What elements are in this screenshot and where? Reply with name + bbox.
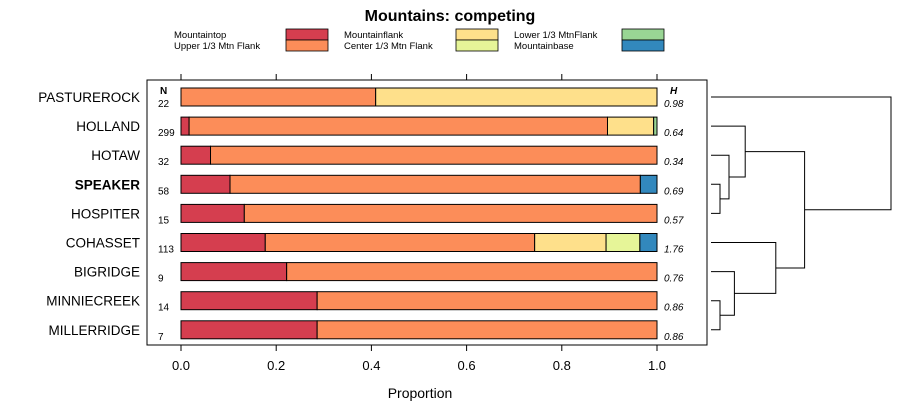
category-label: MINNIECREEK bbox=[46, 294, 140, 309]
n-value: 113 bbox=[158, 245, 174, 256]
dendrogram-link bbox=[711, 96, 892, 211]
dendrogram bbox=[711, 96, 892, 331]
bar-segment bbox=[243, 203, 658, 223]
bar-segment bbox=[180, 320, 318, 340]
legend-swatch bbox=[285, 39, 329, 52]
dendrogram-link bbox=[711, 271, 735, 316]
bar-segment bbox=[229, 174, 641, 194]
n-value: 32 bbox=[158, 157, 170, 168]
category-label: SPEAKER bbox=[75, 177, 141, 192]
bar-segment bbox=[180, 87, 377, 107]
bar-segment bbox=[605, 233, 641, 252]
h-value: 0.86 bbox=[664, 332, 684, 343]
h-value: 0.34 bbox=[664, 157, 684, 168]
n-value: 7 bbox=[158, 332, 164, 343]
n-value: 14 bbox=[158, 303, 170, 314]
bar-segment bbox=[180, 203, 245, 223]
dendrogram-link bbox=[711, 125, 746, 178]
bar-segment bbox=[286, 262, 658, 282]
legend-swatch bbox=[621, 28, 665, 41]
bar-segment bbox=[264, 233, 536, 252]
legend-swatch bbox=[455, 39, 499, 52]
bar-segment bbox=[180, 262, 288, 282]
bar-segment bbox=[316, 291, 658, 311]
legend-label: Mountainbase bbox=[514, 41, 574, 52]
bar-segment bbox=[639, 233, 658, 252]
bar-segment bbox=[375, 87, 658, 107]
bar-segment bbox=[534, 233, 607, 252]
bar-segment bbox=[180, 291, 318, 311]
bar-segment bbox=[180, 174, 231, 194]
dendrogram-link bbox=[711, 300, 721, 331]
x-tick-label: 0.2 bbox=[267, 358, 285, 373]
category-label: HOLLAND bbox=[76, 119, 140, 134]
dendrogram-link bbox=[711, 242, 777, 294]
n-value: 58 bbox=[158, 186, 170, 197]
x-tick-label: 0.8 bbox=[553, 358, 571, 373]
n-value: 299 bbox=[158, 128, 175, 139]
h-header: H bbox=[670, 86, 678, 97]
n-value: 22 bbox=[158, 99, 170, 110]
legend-swatch bbox=[455, 28, 499, 41]
h-value: 0.57 bbox=[664, 215, 684, 226]
x-tick-label: 0.4 bbox=[362, 358, 380, 373]
legend-label: Mountainflank bbox=[344, 30, 403, 41]
h-value: 0.69 bbox=[664, 186, 684, 197]
bar-segment bbox=[210, 145, 658, 165]
h-value: 0.76 bbox=[664, 274, 684, 285]
category-label: MILLERRIDGE bbox=[48, 323, 140, 338]
bar-segment bbox=[180, 145, 212, 165]
plot-frame bbox=[146, 79, 708, 346]
bar-segment bbox=[180, 233, 266, 252]
x-tick-label: 0.6 bbox=[458, 358, 476, 373]
n-value: 9 bbox=[158, 274, 164, 285]
h-value: 0.64 bbox=[664, 128, 684, 139]
h-value: 0.98 bbox=[664, 99, 684, 110]
legend-label: Mountaintop bbox=[174, 30, 226, 41]
n-header: N bbox=[160, 86, 167, 97]
legend-swatch bbox=[285, 28, 329, 41]
category-label: COHASSET bbox=[66, 236, 140, 251]
dendrogram-link bbox=[745, 151, 806, 269]
n-value: 15 bbox=[158, 215, 170, 226]
legend-label: Lower 1/3 MtnFlank bbox=[514, 30, 598, 41]
category-label: BIGRIDGE bbox=[74, 265, 140, 280]
axes: 0.0 0.2 0.4 0.6 0.8 1.0 bbox=[172, 74, 666, 373]
legend-label: Upper 1/3 Mtn Flank bbox=[174, 41, 260, 52]
category-label: HOTAW bbox=[91, 148, 140, 163]
x-tick-label: 1.0 bbox=[648, 358, 666, 373]
bar-segment bbox=[180, 116, 190, 136]
dendrogram-link bbox=[711, 183, 721, 214]
category-label: HOSPITER bbox=[71, 206, 140, 221]
bars: PASTUREROCK 22 0.98 HOLLAND 299 0.64 HOTAW 32 0.… bbox=[38, 87, 684, 343]
legend-swatch bbox=[621, 39, 665, 52]
x-tick-label: 0.0 bbox=[172, 358, 190, 373]
chart-title: Mountains: competing bbox=[365, 8, 536, 25]
bar-segment bbox=[653, 116, 658, 136]
bar-segment bbox=[606, 116, 655, 136]
h-value: 1.76 bbox=[664, 245, 684, 256]
bar-segment bbox=[639, 174, 658, 194]
bar-segment bbox=[316, 320, 658, 340]
bar-segment bbox=[188, 116, 608, 136]
legend-label: Center 1/3 Mtn Flank bbox=[344, 41, 433, 52]
h-value: 0.86 bbox=[664, 303, 684, 314]
category-label: PASTUREROCK bbox=[38, 90, 140, 105]
x-axis-label: Proportion bbox=[388, 385, 453, 401]
